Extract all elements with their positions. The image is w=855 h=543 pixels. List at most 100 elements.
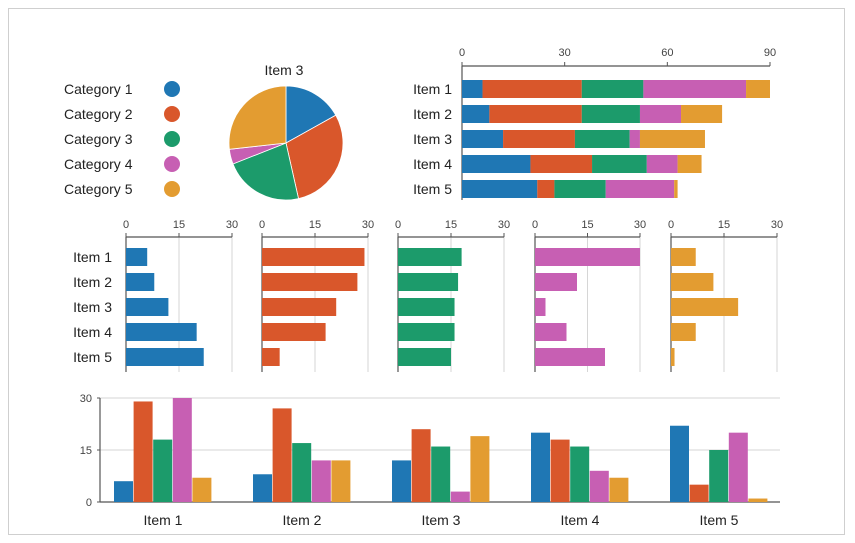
legend-swatch — [164, 81, 180, 97]
bar — [550, 439, 570, 502]
stacked-bar-segment — [646, 155, 678, 173]
stacked-bar-segment — [592, 155, 647, 173]
bar — [670, 425, 689, 502]
bar — [689, 484, 709, 502]
tick-label: 15 — [718, 219, 730, 231]
tick-label: 0 — [459, 47, 465, 59]
stacked-bar-segment — [639, 105, 682, 123]
stacked-bar-segment — [674, 180, 678, 198]
bar — [535, 273, 577, 291]
tick-label: 0 — [123, 219, 129, 231]
bar — [728, 432, 748, 502]
stacked-bar-segment — [462, 180, 538, 198]
stacked-bar-segment — [639, 130, 705, 148]
tick-label: 15 — [581, 219, 593, 231]
bar — [411, 429, 431, 502]
category-label: Item 2 — [283, 512, 322, 528]
tick-label: 30 — [80, 393, 92, 405]
bar — [671, 248, 696, 266]
stacked-bar-segment — [643, 80, 747, 98]
tick-label: 15 — [173, 219, 185, 231]
stacked-bar-segment — [537, 180, 555, 198]
bar — [589, 470, 609, 502]
bar — [262, 273, 358, 291]
bar — [126, 348, 204, 366]
category-label: Item 3 — [422, 512, 461, 528]
category-label: Item 4 — [561, 512, 600, 528]
pie-title: Item 3 — [265, 62, 304, 78]
tick-label: 15 — [445, 219, 457, 231]
bar — [126, 273, 155, 291]
stacked-bar-segment — [681, 105, 723, 123]
stacked-bar-segment — [554, 180, 606, 198]
stacked-bar-segment — [489, 105, 582, 123]
category-label: Item 1 — [73, 249, 112, 265]
bar — [450, 491, 470, 502]
bar — [331, 460, 351, 502]
bar — [398, 273, 459, 291]
pie-slice — [228, 85, 287, 150]
bar — [126, 248, 148, 266]
bar — [262, 298, 337, 316]
bar — [126, 323, 197, 341]
stacked-bar-segment — [574, 130, 630, 148]
bar — [262, 248, 365, 266]
legend-swatch — [164, 106, 180, 122]
legend-label: Category 3 — [64, 131, 133, 147]
category-label: Item 2 — [73, 274, 112, 290]
bar — [262, 348, 280, 366]
category-label: Item 1 — [413, 81, 452, 97]
category-label: Item 3 — [73, 299, 112, 315]
category-label: Item 5 — [73, 349, 112, 365]
tick-label: 15 — [80, 445, 92, 457]
stacked-bar-segment — [462, 80, 483, 98]
tick-label: 30 — [226, 219, 238, 231]
bar — [253, 474, 272, 502]
category-label: Item 1 — [144, 512, 183, 528]
bar — [671, 298, 739, 316]
tick-label: 60 — [661, 47, 673, 59]
pie-slice — [232, 142, 299, 201]
legend-swatch — [164, 131, 180, 147]
stacked-bar-segment — [530, 155, 593, 173]
bar — [671, 323, 696, 341]
stacked-bar-segment — [746, 80, 770, 98]
tick-label: 30 — [634, 219, 646, 231]
bar — [671, 273, 714, 291]
bar — [133, 401, 153, 502]
tick-label: 30 — [498, 219, 510, 231]
bar — [570, 446, 590, 502]
bar — [535, 298, 546, 316]
bar — [671, 348, 675, 366]
legend-label: Category 1 — [64, 81, 133, 97]
bar — [748, 498, 768, 502]
category-label: Item 5 — [700, 512, 739, 528]
bar — [431, 446, 451, 502]
tick-label: 0 — [259, 219, 265, 231]
bar — [311, 460, 331, 502]
bar — [192, 477, 212, 502]
category-label: Item 5 — [413, 181, 452, 197]
category-label: Item 4 — [73, 324, 112, 340]
bar — [272, 408, 292, 502]
bar — [535, 323, 567, 341]
legend-label: Category 2 — [64, 106, 133, 122]
bar — [398, 298, 455, 316]
tick-label: 90 — [764, 47, 776, 59]
bar — [392, 460, 411, 502]
tick-label: 30 — [559, 47, 571, 59]
bar — [535, 348, 605, 366]
stacked-bar-segment — [462, 105, 490, 123]
tick-label: 0 — [86, 497, 92, 509]
pie-slice — [285, 85, 337, 144]
category-label: Item 3 — [413, 131, 452, 147]
bar — [172, 398, 192, 502]
tick-label: 15 — [309, 219, 321, 231]
bar — [126, 298, 169, 316]
bar — [709, 450, 729, 502]
category-label: Item 4 — [413, 156, 452, 172]
legend-swatch — [164, 181, 180, 197]
bar — [114, 481, 133, 502]
stacked-bar-segment — [503, 130, 575, 148]
